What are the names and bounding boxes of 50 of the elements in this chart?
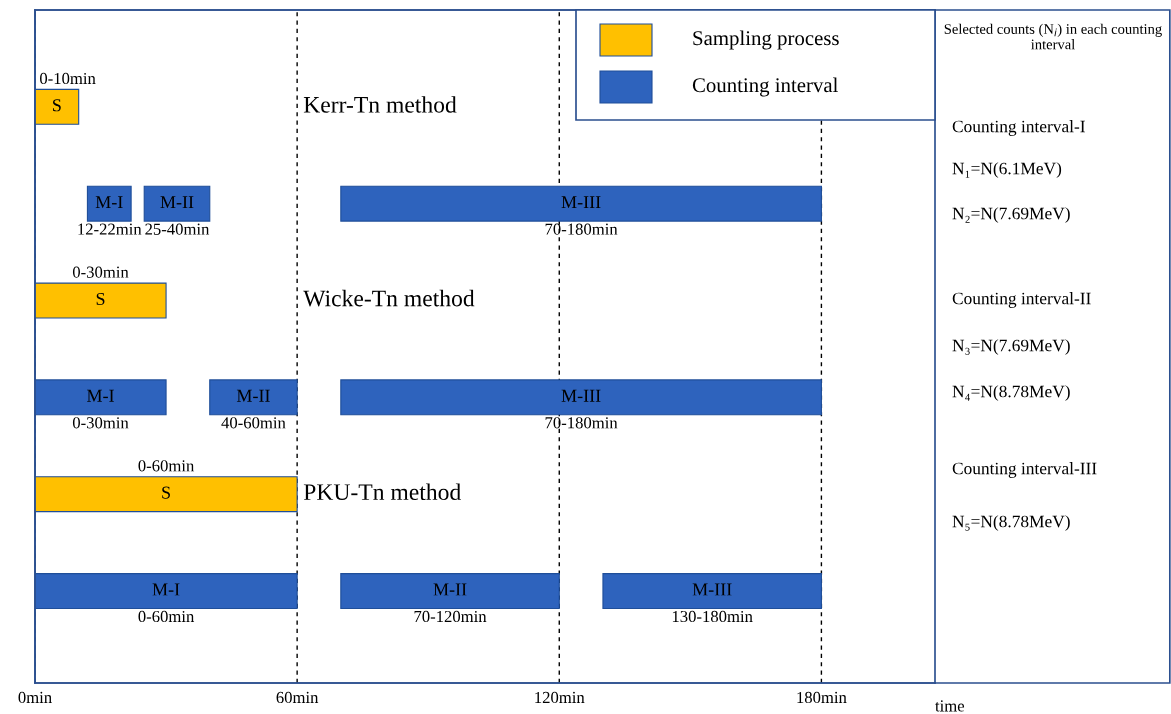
annotation: Sampling process [693,30,839,50]
y-tick-label: Kerr-Tn method [303,96,457,113]
series-label: S [53,99,61,112]
bar [602,573,822,609]
x-axis-title: time [935,700,965,712]
text: N₂=N(7.69MeV) [952,207,1070,223]
data-label: 130-180min [672,610,753,623]
data-label: 0-30min [72,266,129,278]
data-label: 0-60min [138,460,195,472]
bar [86,185,132,222]
x-tick-label: 180min [797,691,847,704]
data-label: 0-60min [138,610,195,623]
text: Counting interval-III [952,462,1097,478]
series-label: M-I [95,196,123,209]
data-label: 25-40min [145,223,210,235]
text: Counting interval-II [952,292,1091,308]
text: S [96,292,105,306]
text: M-II [236,389,270,402]
text: N₅=N(8.78MeV) [952,515,1070,531]
data-label: 0-10min [40,72,96,85]
bar [340,185,822,222]
text: M-I [152,583,180,596]
bar [143,185,211,222]
series-label: M-II [433,583,467,596]
y-tick-label: Wicke-Tn method [303,289,475,307]
bar [340,573,560,609]
text: M-II [160,196,194,209]
text: Counting interval-I [952,120,1085,136]
data-label: 70-180min [545,417,618,429]
x-tick-label: 0min [18,691,52,704]
data-label: 70-120min [414,610,487,623]
x-tick-label: 120min [535,691,585,704]
text: Selected counts (N$_{i}$) in each counting interval [944,23,1162,50]
text: N₁=N(6.1MeV) [952,162,1062,178]
text: N₃=N(7.69MeV) [952,339,1070,355]
x-tick-label: 60min [276,691,319,704]
series-label: M-III [692,583,732,596]
data-label: 0-30min [72,417,129,429]
data-label: 40-60min [221,417,286,429]
annotation: Counting interval [692,77,838,97]
bar [209,379,298,416]
data-label: 70-180min [545,223,618,235]
data-label: 12-22min [78,223,142,235]
y-tick-label: PKU-Tn method [303,483,461,501]
text: M-I [87,389,114,402]
text: N₄=N(8.78MeV) [952,385,1070,401]
text: S [162,486,170,499]
bar [340,379,822,416]
text: M-III [561,196,601,209]
text: M-III [561,389,601,402]
